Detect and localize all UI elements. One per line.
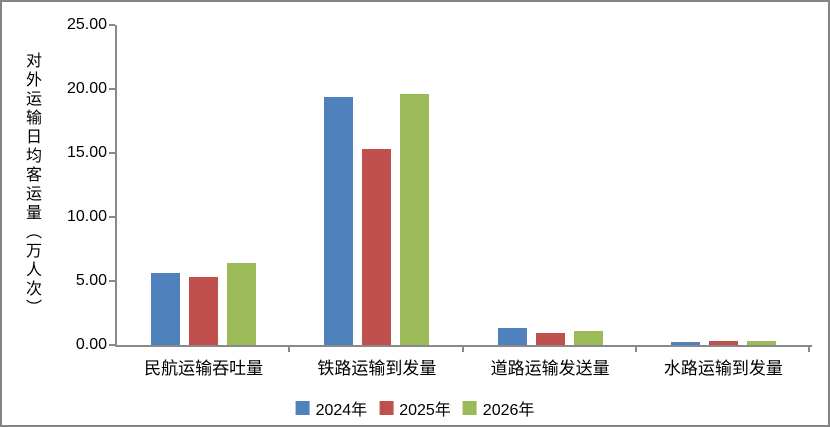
y-tick-label: 10.00	[66, 208, 107, 225]
legend: 2024年 2025年 2026年	[295, 396, 535, 420]
bar-series1-cat3	[497, 328, 527, 345]
y-tick-mark	[109, 280, 115, 282]
legend-item-2: 2025年	[379, 396, 451, 420]
legend-label: 2025年	[399, 402, 451, 419]
bar-series3-cat4	[746, 341, 776, 345]
y-tick-mark	[109, 24, 115, 26]
x-category-label: 水路运输到发量	[663, 359, 783, 378]
legend-item-1: 2024年	[295, 396, 368, 420]
y-tick-label: 20.00	[66, 80, 107, 97]
legend-item-3: 2026年	[462, 396, 535, 420]
x-tick-mark	[461, 347, 464, 352]
bar-series3-cat3	[573, 330, 603, 345]
y-tick-mark	[109, 216, 115, 218]
bar-series2-cat2	[362, 149, 392, 345]
y-tick-label: 25.00	[66, 16, 107, 33]
bar-series1-cat2	[324, 96, 354, 345]
y-tick-mark	[109, 88, 115, 90]
legend-swatch-icon	[295, 401, 310, 415]
legend-swatch-icon	[379, 401, 394, 415]
y-axis-title-text: 对外运输日均客运量（万人次）	[23, 52, 40, 318]
x-category-label: 民航运输吞吐量	[144, 359, 264, 378]
y-tick-label: 0.00	[75, 336, 107, 353]
x-tick-mark	[634, 347, 637, 352]
bar-series2-cat3	[535, 333, 565, 345]
y-tick-label: 5.00	[75, 272, 107, 289]
bar-series1-cat1	[151, 273, 181, 345]
legend-swatch-icon	[462, 401, 477, 415]
bar-series2-cat4	[708, 340, 738, 345]
x-axis-line	[115, 345, 812, 347]
x-tick-mark	[808, 347, 810, 352]
bar-series1-cat4	[670, 342, 700, 345]
y-tick-mark	[109, 344, 115, 346]
y-tick-label: 15.00	[66, 144, 107, 161]
bar-series2-cat1	[189, 277, 219, 345]
x-category-label: 道路运输发送量	[490, 359, 610, 378]
x-category-label: 铁路运输到发量	[317, 359, 437, 378]
y-axis-title: 对外运输日均客运量（万人次）	[14, 25, 48, 345]
legend-label: 2026年	[482, 402, 535, 419]
bar-series3-cat2	[400, 94, 430, 345]
y-tick-mark	[109, 152, 115, 154]
legend-label: 2024年	[315, 402, 368, 419]
bar-series3-cat1	[227, 263, 257, 345]
y-axis-line	[115, 25, 117, 347]
x-tick-mark	[288, 347, 291, 352]
